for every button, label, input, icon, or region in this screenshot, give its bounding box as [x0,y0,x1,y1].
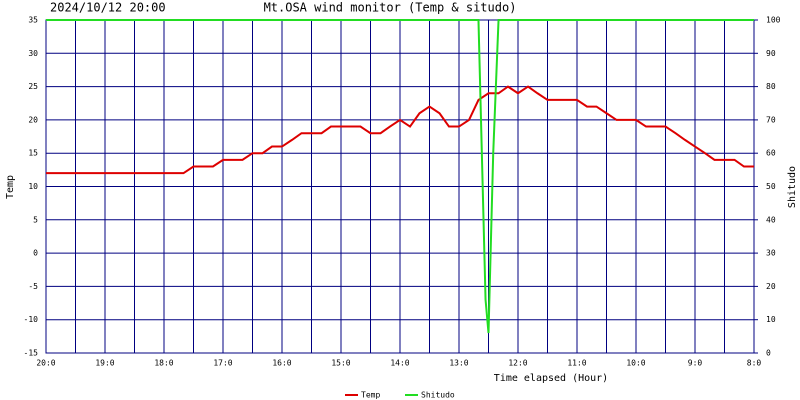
x-tick-label: 17:0 [213,359,232,368]
x-tick-label: 18:0 [154,359,173,368]
y-tick-label: 0 [33,249,38,258]
x-tick-label: 9:0 [688,359,703,368]
y2-tick-label: 90 [766,49,776,58]
y-tick-label: -15 [24,349,39,358]
x-tick-label: 11:0 [567,359,586,368]
x-tick-label: 8:0 [747,359,762,368]
x-tick-label: 13:0 [449,359,468,368]
x-tick-label: 16:0 [272,359,291,368]
date-label: 2024/10/12 20:00 [50,1,166,15]
y-tick-label: 25 [28,82,38,91]
series-line [46,19,754,334]
y2-tick-label: 70 [766,115,776,124]
y2-tick-label: 10 [766,315,776,324]
y-tick-label: 5 [33,215,38,224]
y2-axis-label: Shitudo [787,166,798,208]
x-tick-label: 12:0 [508,359,527,368]
y-tick-label: 20 [28,115,38,124]
y2-tick-label: 20 [766,282,776,291]
y-axis-label: Temp [5,175,16,199]
x-tick-label: 20:0 [36,359,55,368]
y-tick-label: -5 [28,282,38,291]
legend-label: Temp [361,391,380,400]
y2-tick-label: 0 [766,349,771,358]
y2-tick-label: 40 [766,215,776,224]
x-tick-label: 19:0 [95,359,114,368]
x-tick-label: 10:0 [626,359,645,368]
y-tick-label: -10 [24,315,39,324]
y2-tick-label: 60 [766,149,776,158]
y-tick-label: 10 [28,182,38,191]
y2-tick-label: 80 [766,82,776,91]
series-line [46,85,754,175]
y2-tick-label: 30 [766,249,776,258]
x-tick-label: 14:0 [390,359,409,368]
y2-tick-label: 50 [766,182,776,191]
y-tick-label: 35 [28,16,38,25]
y2-tick-label: 100 [766,16,781,25]
x-tick-label: 15:0 [331,359,350,368]
x-axis-label: Time elapsed (Hour) [494,373,608,384]
legend-label: Shitudo [421,391,455,400]
y-tick-label: 30 [28,49,38,58]
chart-title: Mt.OSA wind monitor (Temp & situdo) [264,1,517,15]
y-tick-label: 15 [28,149,38,158]
